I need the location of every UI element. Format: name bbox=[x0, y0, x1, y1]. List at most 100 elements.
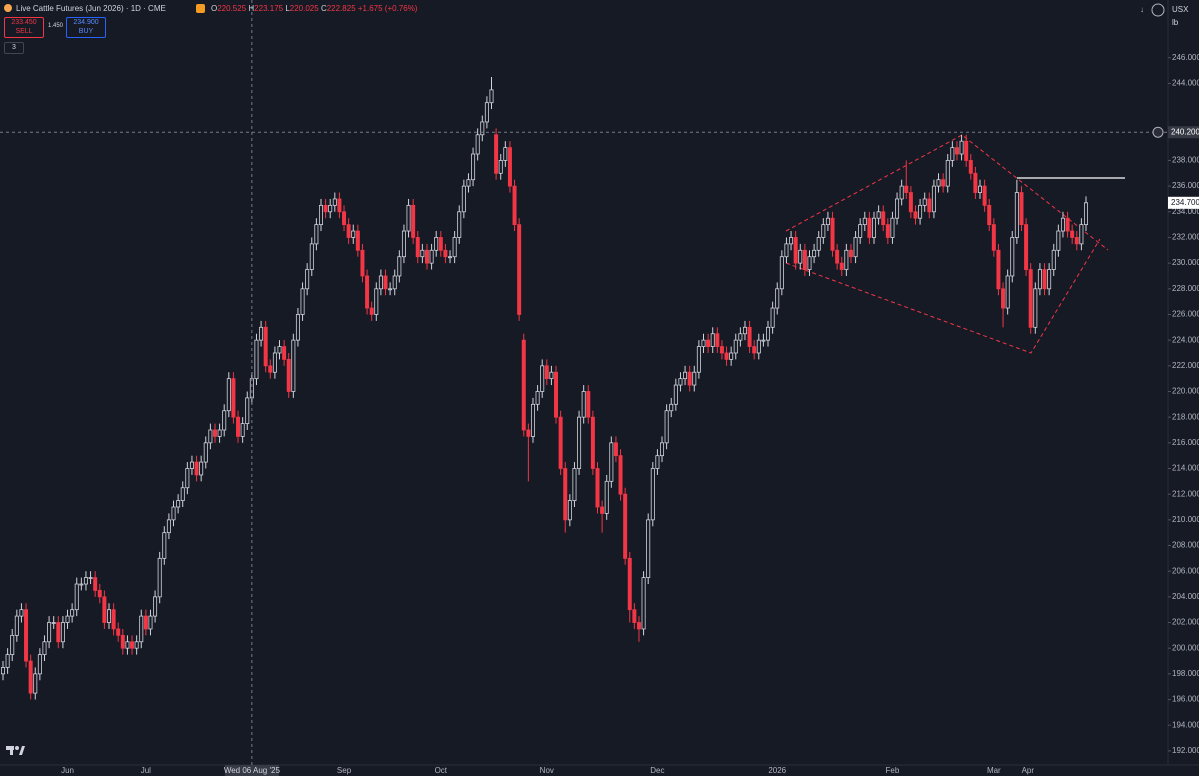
candle-body bbox=[927, 198, 932, 213]
candle-body bbox=[1051, 249, 1056, 270]
candle-body bbox=[93, 577, 98, 591]
candle-body bbox=[830, 217, 835, 251]
candle-body bbox=[332, 198, 337, 206]
candle-body bbox=[978, 185, 983, 193]
scroll-button[interactable]: ↓ bbox=[1140, 5, 1144, 14]
candle-body bbox=[733, 339, 738, 354]
candle-body bbox=[890, 217, 895, 238]
candle-body bbox=[710, 333, 715, 347]
candle-body bbox=[429, 249, 434, 264]
candle-body bbox=[189, 461, 194, 469]
candle-body bbox=[185, 468, 190, 489]
label: O bbox=[211, 4, 218, 13]
candle-body bbox=[171, 506, 176, 521]
y-tick-label: 216.000 bbox=[1172, 438, 1199, 447]
y-tick-label: 226.000 bbox=[1172, 310, 1199, 319]
candle-body bbox=[236, 416, 241, 437]
candle-body bbox=[908, 192, 913, 213]
candle-body bbox=[365, 275, 370, 309]
candle-body bbox=[134, 641, 139, 649]
candle-body bbox=[848, 249, 853, 258]
indicators-toggle[interactable]: 3 bbox=[4, 42, 24, 54]
delay-badge bbox=[196, 4, 205, 13]
value: 220.025 bbox=[289, 4, 319, 13]
candle-body bbox=[484, 102, 489, 123]
candle-body bbox=[549, 371, 554, 380]
candle-body bbox=[696, 346, 701, 373]
candle-body bbox=[351, 230, 356, 238]
candle-body bbox=[259, 326, 264, 341]
candle-body bbox=[148, 615, 153, 630]
candle-body bbox=[282, 346, 287, 360]
candle-body bbox=[208, 429, 213, 444]
candle-body bbox=[577, 416, 582, 469]
candle-body bbox=[65, 615, 70, 623]
candle-body bbox=[825, 217, 830, 226]
candle-body bbox=[775, 288, 780, 309]
candle-body bbox=[558, 416, 563, 469]
symbol[interactable]: Live Cattle Futures (Jun 2026) · 1D · CM… bbox=[16, 4, 166, 13]
ohlc: O220.525 H223.175 L220.025 C222.825 +1.6… bbox=[211, 4, 417, 13]
buy-button[interactable]: 234.900 BUY bbox=[66, 17, 106, 38]
candle-body bbox=[609, 442, 614, 482]
candle-body bbox=[835, 249, 840, 264]
y-tick-label: 236.000 bbox=[1172, 181, 1199, 190]
candle-body bbox=[111, 609, 116, 630]
sell-button[interactable]: 233.450 SELL bbox=[4, 17, 44, 38]
candle-body bbox=[853, 237, 858, 258]
candle-body bbox=[323, 204, 328, 213]
x-tick-label: Jun bbox=[61, 766, 74, 775]
candle-body bbox=[1019, 192, 1024, 226]
candle-body bbox=[770, 307, 775, 328]
candle-body bbox=[153, 596, 158, 617]
candle-body bbox=[212, 429, 217, 437]
y-tick-label: 192.000 bbox=[1172, 746, 1199, 755]
candle-body bbox=[130, 641, 135, 649]
candle-body bbox=[678, 378, 683, 386]
sell-price: 233.450 bbox=[11, 19, 37, 26]
y-tick-label: 222.000 bbox=[1172, 361, 1199, 370]
candle-body bbox=[411, 204, 416, 238]
value: 220.525 bbox=[217, 4, 247, 13]
x-tick-label: Jul bbox=[141, 766, 151, 775]
candle-body bbox=[406, 204, 411, 232]
candle-body bbox=[964, 140, 969, 161]
candle-body bbox=[954, 147, 959, 155]
y-tick-label: 224.000 bbox=[1172, 335, 1199, 344]
candle-body bbox=[245, 397, 250, 424]
candle-body bbox=[572, 468, 577, 501]
candle-body bbox=[203, 442, 208, 463]
candle-body bbox=[1070, 230, 1075, 238]
candle-body bbox=[295, 314, 300, 341]
candle-body bbox=[563, 468, 568, 521]
candle-body bbox=[457, 211, 462, 238]
candle-body bbox=[346, 224, 351, 238]
y-tick-label: 218.000 bbox=[1172, 412, 1199, 421]
candle-body bbox=[374, 288, 379, 315]
candle-body bbox=[475, 134, 480, 155]
candle-body bbox=[70, 609, 75, 617]
candle-body bbox=[222, 410, 227, 431]
candle-body bbox=[687, 371, 692, 386]
currency[interactable]: USX bbox=[1172, 5, 1189, 14]
candle-body bbox=[194, 461, 199, 476]
unit[interactable]: lb bbox=[1172, 18, 1179, 27]
value: 223.175 bbox=[254, 4, 284, 13]
candle-body bbox=[51, 622, 56, 624]
candle-body bbox=[106, 609, 111, 623]
candle-body bbox=[881, 211, 886, 226]
candle-body bbox=[300, 288, 305, 315]
candle-body bbox=[97, 590, 102, 598]
candle-body bbox=[858, 224, 863, 238]
candle-body bbox=[452, 237, 457, 258]
candle-body bbox=[415, 237, 420, 258]
y-tick-label: 220.000 bbox=[1172, 387, 1199, 396]
candle-body bbox=[544, 365, 549, 380]
settings-button[interactable] bbox=[1151, 3, 1165, 17]
candle-body bbox=[74, 583, 79, 611]
candle-body bbox=[226, 378, 231, 412]
candle-body bbox=[862, 217, 867, 226]
candle-body bbox=[922, 198, 927, 206]
candle-body bbox=[872, 217, 877, 238]
candle-body bbox=[724, 352, 729, 360]
